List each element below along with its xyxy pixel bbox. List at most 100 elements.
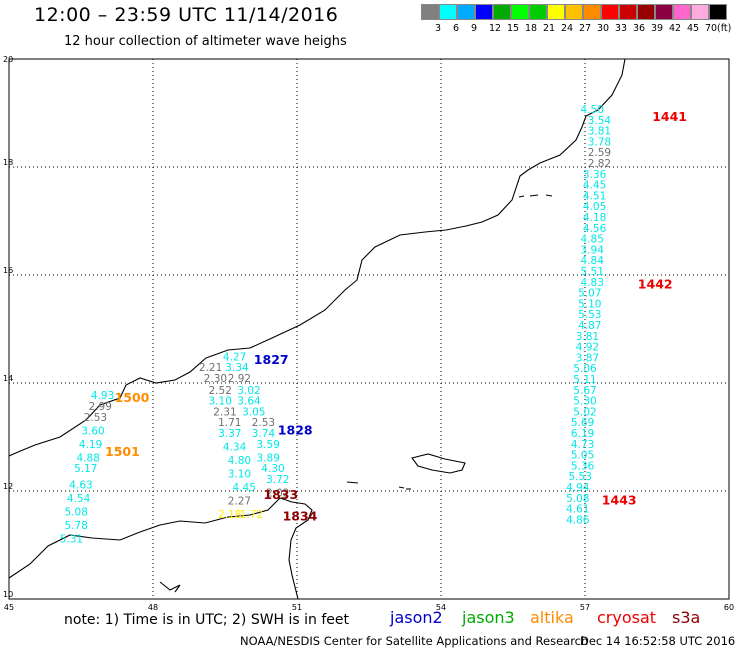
swh-value: 4.56	[583, 223, 607, 235]
swh-value: 3.02	[237, 385, 260, 397]
pass-time: 1827	[254, 352, 289, 367]
swh-value: 3.94	[581, 244, 605, 256]
island-socotra	[411, 453, 466, 474]
swh-value: 2.30	[204, 373, 227, 385]
swh-value: 4.45	[233, 482, 256, 494]
scale-label: 21	[543, 23, 556, 34]
scale-swatch	[457, 4, 475, 20]
swh-value: 4.92	[576, 342, 599, 354]
scale-label: 36	[633, 23, 646, 34]
scale-label: 18	[525, 23, 538, 34]
swh-value: 5.67	[573, 385, 596, 397]
lat-tick-label: 18	[3, 158, 13, 167]
scale-label: 12	[489, 23, 502, 34]
coast-detail	[159, 581, 181, 593]
swh-value: 5.07	[578, 288, 601, 300]
legend-entry: altika	[530, 608, 574, 627]
swh-value: 2.02	[266, 487, 289, 499]
pass-time: 1500	[115, 390, 150, 405]
swh-value: 4.73	[571, 439, 594, 451]
pass-time: 1441	[652, 109, 687, 124]
lon-tick-label: 51	[292, 603, 302, 612]
swh-value: 4.94	[566, 482, 590, 494]
lat-tick-label: 14	[3, 374, 13, 383]
lon-tick-label: 45	[4, 603, 14, 612]
credit-line: NOAA/NESDIS Center for Satellite Applica…	[240, 634, 589, 648]
swh-value: 4.87	[578, 320, 601, 332]
swh-value: 1.72	[240, 509, 263, 521]
swh-value: 5.08	[566, 493, 589, 505]
pass-time: 1828	[278, 422, 313, 437]
scale-label: 24	[561, 23, 574, 34]
scale-swatch	[619, 4, 637, 20]
swh-value: 3.54	[588, 115, 612, 127]
axis-labels: 45 48 51 54 57 60 20 18 16 14 12 10	[3, 55, 734, 612]
swh-value: 3.78	[588, 136, 611, 148]
swh-value: 4.84	[581, 255, 605, 267]
lat-tick-label: 10	[3, 590, 13, 599]
swh-value: 5.78	[65, 520, 88, 532]
scale-swatch	[673, 4, 691, 20]
swh-value: 3.64	[237, 396, 261, 408]
lat-tick-label: 20	[3, 55, 13, 64]
swh-value: 3.59	[257, 439, 280, 451]
swh-value: 5.06	[573, 363, 597, 375]
swh-value: 3.10	[209, 396, 232, 408]
scale-swatch	[511, 4, 529, 20]
swh-value: 4.19	[79, 439, 102, 451]
swh-value: 2.21	[199, 362, 222, 374]
swh-value: 3.72	[266, 474, 289, 486]
footer-note: note: 1) Time is in UTC; 2) SWH is in fe…	[64, 612, 350, 628]
swh-value: 5.36	[571, 460, 595, 472]
pass-time: 1442	[638, 277, 673, 292]
legend-entry: cryosat	[597, 608, 657, 627]
swh-value: 4.86	[566, 514, 590, 526]
swh-value: 6.19	[571, 428, 594, 440]
swh-value: 2.31	[213, 406, 236, 418]
pass-time: 1501	[105, 444, 140, 459]
swh-value: 4.18	[583, 212, 606, 224]
pass-time: 1834	[283, 509, 318, 524]
scale-swatch	[475, 4, 493, 20]
swh-value: 5.51	[581, 266, 604, 278]
swh-value: 4.05	[583, 201, 606, 213]
swh-value: 5.08	[65, 506, 88, 518]
swh-value: 3.81	[588, 126, 611, 138]
swh-value: 3.34	[225, 362, 249, 374]
scale-label: 42	[669, 23, 682, 34]
scale-swatch	[421, 4, 439, 20]
swh-value: 4.80	[228, 455, 251, 467]
swh-value: 2.92	[228, 373, 251, 385]
map-subtitle: 12 hour collection of altimeter wave hei…	[64, 34, 347, 49]
legend-entry: jason3	[462, 608, 515, 627]
swh-value: 2.27	[228, 496, 251, 508]
scale-swatch	[691, 4, 709, 20]
scale-unit: (ft)	[717, 23, 732, 34]
altimeter-tracks: 4.503.543.813.782.592.823.364.454.514.05…	[60, 104, 612, 545]
swh-value: 3.05	[242, 406, 265, 418]
swh-value: 4.83	[581, 277, 604, 289]
scale-label: 70	[705, 23, 718, 34]
swh-value: 2.18	[218, 509, 241, 521]
swh-value: 3.36	[583, 169, 607, 181]
swh-value: 5.11	[573, 374, 596, 386]
coastline-arabia	[8, 58, 626, 457]
scale-swatch	[637, 4, 655, 20]
swh-value: 3.89	[257, 452, 280, 464]
swh-value: 2.99	[89, 401, 112, 413]
island-small	[346, 481, 359, 484]
scale-label: 15	[507, 23, 520, 34]
swh-value: 4.51	[583, 190, 606, 202]
scale-label: 33	[615, 23, 628, 34]
legend-entry: jason2	[390, 608, 443, 627]
swh-value: 5.02	[573, 406, 596, 418]
pass-time-labels: 1441 1442 1443 1827 1828 1500 1501 1833 1834	[105, 109, 687, 524]
pass-time: 1833	[263, 487, 298, 502]
legend-entry: s3a	[672, 608, 701, 627]
map-title: 12:00 – 23:59 UTC 11/14/2016	[34, 4, 339, 26]
swh-value: 4.54	[67, 493, 91, 505]
scale-swatch	[655, 4, 673, 20]
swh-value: 4.45	[583, 180, 606, 192]
map-grid	[9, 59, 729, 599]
